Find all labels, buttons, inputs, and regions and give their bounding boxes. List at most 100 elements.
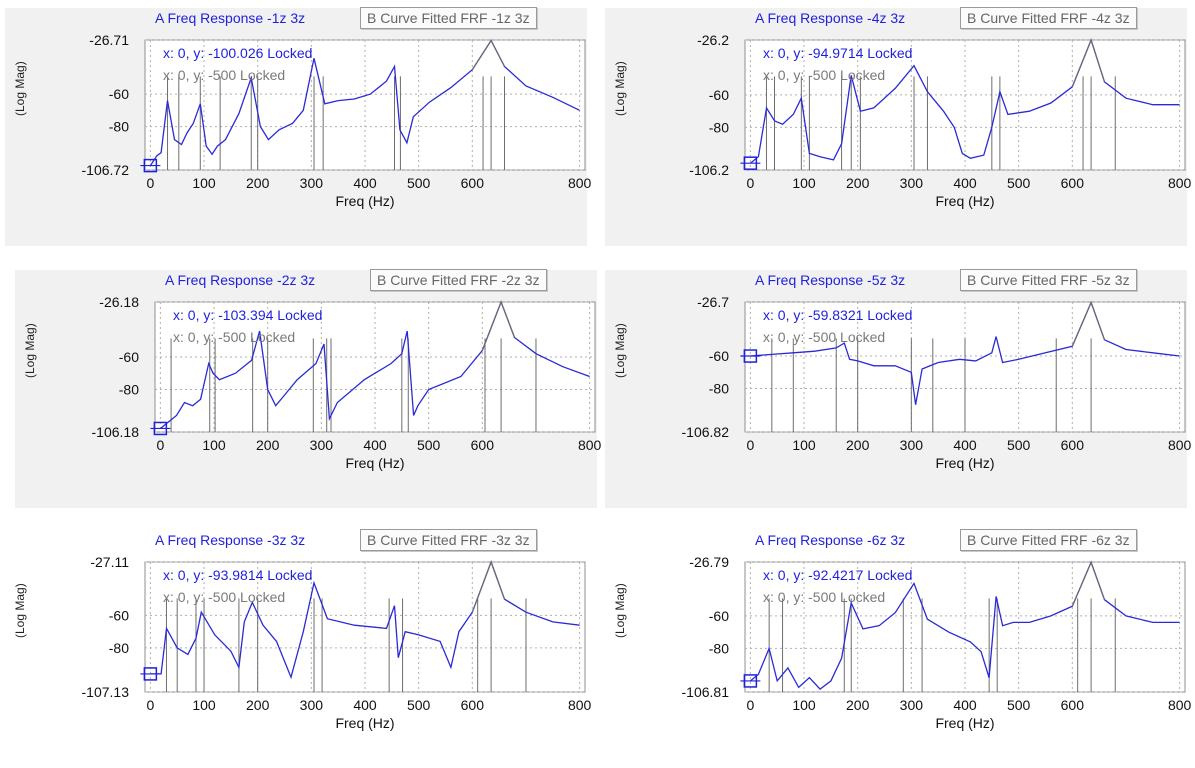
series-b-title[interactable]: B Curve Fitted FRF -6z 3z <box>960 529 1137 551</box>
cursor-b-readout: x: 0, y: -500 Locked <box>163 589 285 605</box>
series-a-title[interactable]: A Freq Response -4z 3z <box>755 10 906 26</box>
x-tick-label: 400 <box>953 697 977 713</box>
y-tick-label: -60 <box>119 349 139 365</box>
series-b-title[interactable]: B Curve Fitted FRF -1z 3z <box>360 7 537 29</box>
chart-panel-3: A Freq Response -2z 3z B Curve Fitted FRF… <box>15 269 602 508</box>
cursor-a-readout: x: 0, y: -59.8321 Locked <box>763 307 912 323</box>
series-a-title[interactable]: A Freq Response -6z 3z <box>755 532 906 548</box>
x-tick-label: 500 <box>407 697 431 713</box>
x-axis-label: Freq (Hz) <box>935 193 994 209</box>
x-axis-label: Freq (Hz) <box>935 455 994 471</box>
y-tick-label: -80 <box>709 119 729 135</box>
x-tick-label: 300 <box>900 697 924 713</box>
fitted-series-line[interactable] <box>1071 300 1106 347</box>
x-tick-label: 800 <box>1168 175 1192 191</box>
y-tick-label: -26.2 <box>697 32 729 48</box>
series-a-title[interactable]: A Freq Response -2z 3z <box>165 272 316 288</box>
x-tick-label: 200 <box>246 175 270 191</box>
y-tick-label: -60 <box>109 86 129 102</box>
chart-panel-2: A Freq Response -4z 3z B Curve Fitted FRF… <box>605 7 1192 246</box>
x-tick-label: 800 <box>568 175 592 191</box>
y-tick-label: -106.72 <box>82 162 130 178</box>
fitted-series-line[interactable] <box>1071 38 1106 88</box>
x-tick-label: 600 <box>1061 175 1085 191</box>
y-tick-label: -60 <box>709 608 729 624</box>
x-tick-label: 500 <box>1007 697 1031 713</box>
cursor-b-readout: x: 0, y: -500 Locked <box>763 329 885 345</box>
x-tick-label: 300 <box>900 175 924 191</box>
series-a-title[interactable]: A Freq Response -5z 3z <box>755 272 906 288</box>
x-tick-label: 400 <box>353 175 377 191</box>
measured-series-line[interactable] <box>150 560 580 680</box>
x-tick-label: 0 <box>156 437 164 453</box>
fitted-series-line[interactable] <box>471 560 506 613</box>
x-tick-label: 400 <box>953 175 977 191</box>
series-a-title[interactable]: A Freq Response -1z 3z <box>155 10 306 26</box>
x-tick-label: 800 <box>1168 437 1192 453</box>
x-tick-label: 300 <box>310 437 334 453</box>
plot-svg: 0 100 200 300 400 500 600 800 -26.79 -60 -80 -106.8… <box>682 554 1192 731</box>
plot-svg: 0 100 200 300 400 500 600 800 -26.18 -60 -80 -106.1… <box>92 294 602 471</box>
x-tick-label: 0 <box>146 175 154 191</box>
chart-panel-4: A Freq Response -5z 3z B Curve Fitted FRF… <box>605 269 1192 508</box>
y-tick-label: -80 <box>119 381 139 397</box>
series-b-title[interactable]: B Curve Fitted FRF -3z 3z <box>360 529 537 551</box>
x-axis-label: Freq (Hz) <box>335 193 394 209</box>
fitted-series-line[interactable] <box>1071 560 1106 607</box>
y-tick-label: -106.2 <box>689 162 729 178</box>
y-tick-label: -80 <box>709 380 729 396</box>
y-tick-label: -107.13 <box>82 684 130 700</box>
y-tick-label: -80 <box>109 119 129 135</box>
fitted-series-line[interactable] <box>481 300 516 351</box>
cursor-b-readout: x: 0, y: -500 Locked <box>763 67 885 83</box>
chart-panel-5: A Freq Response -3z 3z B Curve Fitted FRF… <box>5 529 592 768</box>
measured-series-line[interactable] <box>149 39 580 166</box>
x-tick-label: 400 <box>953 437 977 453</box>
x-tick-label: 100 <box>192 697 216 713</box>
series-a-title[interactable]: A Freq Response -3z 3z <box>155 532 306 548</box>
x-tick-label: 200 <box>256 437 280 453</box>
cursor-a-readout: x: 0, y: -93.9814 Locked <box>163 567 312 583</box>
series-b-title[interactable]: B Curve Fitted FRF -5z 3z <box>960 269 1137 291</box>
x-tick-label: 200 <box>846 437 870 453</box>
plot-svg: 0 100 200 300 400 500 600 800 -26.2 -60 -80 -106.2 F… <box>689 32 1191 209</box>
cursor-b-readout: x: 0, y: -500 Locked <box>763 589 885 605</box>
x-axis-label: Freq (Hz) <box>335 715 394 731</box>
measured-series-line[interactable] <box>159 300 590 430</box>
x-tick-label: 100 <box>192 175 216 191</box>
series-b-title[interactable]: B Curve Fitted FRF -2z 3z <box>370 269 547 291</box>
x-tick-label: 200 <box>246 697 270 713</box>
x-tick-label: 400 <box>353 697 377 713</box>
x-tick-label: 300 <box>300 697 324 713</box>
plot-svg: 0 100 200 300 400 500 600 800 -27.11 -60 -80 -107.1… <box>82 554 592 731</box>
x-tick-label: 300 <box>300 175 324 191</box>
plot-svg: 0 100 200 300 400 500 600 800 -26.71 -60 -80 -106.7… <box>82 32 592 209</box>
series-b-title[interactable]: B Curve Fitted FRF -4z 3z <box>960 7 1137 29</box>
x-tick-label: 600 <box>471 437 495 453</box>
x-tick-label: 100 <box>792 437 816 453</box>
y-tick-label: -26.79 <box>689 554 729 570</box>
y-tick-label: -80 <box>709 640 729 656</box>
x-tick-label: 500 <box>407 175 431 191</box>
fitted-series-line[interactable] <box>471 39 506 71</box>
x-tick-label: 200 <box>846 175 870 191</box>
y-tick-label: -26.18 <box>99 294 139 310</box>
measured-series-line[interactable] <box>749 38 1180 164</box>
x-tick-label: 400 <box>363 437 387 453</box>
x-tick-label: 100 <box>792 697 816 713</box>
y-tick-label: -27.11 <box>90 554 129 570</box>
x-tick-label: 800 <box>578 437 602 453</box>
cursor-a-readout: x: 0, y: -103.394 Locked <box>173 307 322 323</box>
plot-svg: 0 100 200 300 400 500 600 800 -26.7 -60 -80 -106.82… <box>682 294 1192 471</box>
y-tick-label: -26.7 <box>697 294 729 310</box>
x-tick-label: 600 <box>461 697 485 713</box>
cursor-b-readout: x: 0, y: -500 Locked <box>173 329 295 345</box>
y-tick-label: -80 <box>109 640 129 656</box>
y-tick-label: -26.71 <box>89 32 129 48</box>
x-tick-label: 200 <box>846 697 870 713</box>
cursor-b-readout: x: 0, y: -500 Locked <box>163 67 285 83</box>
cursor-a-readout: x: 0, y: -94.9714 Locked <box>763 45 912 61</box>
y-tick-label: -60 <box>709 87 729 103</box>
y-tick-label: -60 <box>709 348 729 364</box>
cursor-a-readout: x: 0, y: -100.026 Locked <box>163 45 312 61</box>
